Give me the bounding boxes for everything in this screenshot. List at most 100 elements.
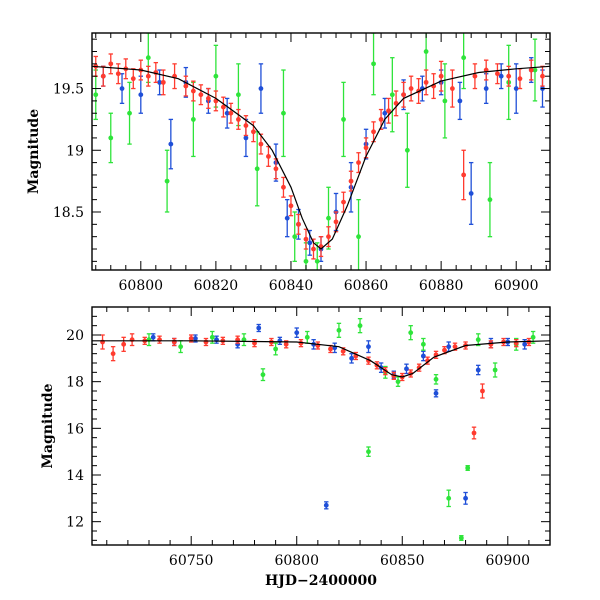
data-point (461, 149, 467, 201)
data-point (532, 38, 538, 102)
y-axis-title: Magnitude (40, 383, 56, 468)
data-point (438, 60, 444, 92)
data-point (146, 333, 152, 347)
data-point (371, 121, 376, 143)
data-point (517, 68, 523, 90)
data-point (110, 346, 116, 362)
x-tick-label: 60860 (344, 278, 389, 294)
x-axis-title: HJD−2400000 (265, 573, 377, 589)
data-point (108, 112, 114, 164)
data-point (108, 53, 114, 75)
data-point (446, 341, 452, 352)
data-point (425, 356, 430, 365)
data-point (260, 368, 266, 382)
data-point (296, 213, 301, 235)
series-3 (93, 53, 545, 260)
data-point (382, 97, 388, 129)
data-point (130, 68, 136, 90)
data-point (292, 211, 298, 263)
data-point (115, 63, 121, 85)
data-point (171, 337, 177, 347)
bottom-panel: 60750 60800 60850 60900 12 14 16 18 20 Magnitude H… (40, 306, 551, 589)
data-point (389, 57, 395, 133)
data-point (213, 90, 219, 112)
y-tick-label: 18 (66, 375, 84, 391)
y-tick-label: 19.5 (53, 82, 84, 98)
data-point (318, 236, 324, 258)
data-point (150, 333, 156, 342)
x-tick-label: 60850 (380, 553, 425, 569)
data-point (457, 81, 463, 121)
data-point (323, 501, 329, 510)
data-point (160, 69, 166, 96)
data-point (480, 383, 485, 399)
data-point (284, 198, 290, 238)
data-point (281, 176, 286, 198)
data-point (471, 426, 477, 440)
series-2 (93, 33, 538, 270)
data-point (269, 337, 274, 347)
data-point (540, 65, 545, 87)
data-point (277, 336, 283, 345)
y-tick-label: 20 (66, 328, 84, 344)
data-point (93, 69, 99, 121)
data-point (314, 242, 320, 270)
data-point (119, 73, 125, 105)
data-point (363, 137, 369, 159)
plot-frame (91, 32, 551, 271)
series-1 (150, 323, 528, 510)
data-point (341, 191, 346, 213)
data-point (254, 131, 260, 207)
data-point (408, 325, 414, 341)
data-point (157, 335, 162, 344)
series-2 (146, 318, 536, 541)
data-point (513, 63, 519, 114)
data-point (395, 376, 401, 387)
data-point (129, 333, 135, 347)
data-point (198, 84, 204, 106)
x-tick-label: 60900 (486, 553, 531, 569)
data-point (138, 75, 144, 114)
data-point (315, 341, 321, 350)
data-point (100, 334, 105, 350)
data-point (475, 333, 481, 347)
data-point (442, 63, 448, 139)
data-point (492, 362, 498, 378)
x-tick-label: 60880 (419, 278, 464, 294)
data-point (333, 211, 339, 233)
data-point (404, 112, 410, 188)
data-point (288, 195, 294, 217)
data-point (332, 342, 338, 354)
y-tick-label: 12 (66, 515, 84, 531)
data-point (401, 81, 406, 108)
data-point (420, 350, 426, 362)
data-point (236, 108, 241, 130)
data-point (273, 342, 279, 356)
x-tick-label: 60900 (494, 278, 539, 294)
data-point (224, 97, 230, 129)
data-point (420, 337, 426, 351)
data-point (366, 446, 371, 457)
data-point (408, 75, 414, 102)
data-point (458, 535, 464, 541)
plot-area (92, 33, 550, 270)
y-tick-label: 18.5 (53, 205, 84, 221)
data-point (356, 152, 361, 174)
data-point (483, 59, 489, 81)
data-point (214, 335, 219, 344)
data-point (235, 335, 241, 344)
data-point (404, 363, 409, 375)
data-point (252, 339, 257, 348)
data-point (501, 337, 506, 347)
data-point (446, 489, 452, 508)
x-tick-label: 60800 (119, 278, 164, 294)
data-point (487, 161, 493, 238)
data-point (495, 63, 500, 85)
data-point (431, 73, 437, 100)
data-point (349, 353, 355, 364)
data-point (243, 115, 249, 137)
data-point (307, 229, 313, 256)
x-tick-label: 60840 (269, 278, 314, 294)
data-point (241, 333, 247, 347)
